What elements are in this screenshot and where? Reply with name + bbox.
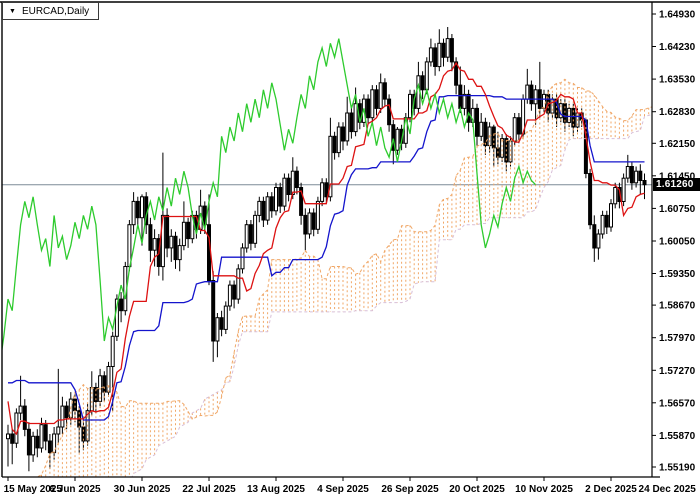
svg-text:2 Dec 2025: 2 Dec 2025 — [585, 484, 637, 495]
svg-text:20 Oct 2025: 20 Oct 2025 — [449, 484, 505, 495]
svg-text:1.57970: 1.57970 — [659, 333, 696, 344]
svg-text:1.60750: 1.60750 — [659, 204, 696, 215]
svg-text:4 Sep 2025: 4 Sep 2025 — [317, 484, 369, 495]
senkou-span-a-line — [36, 78, 652, 477]
svg-text:1.57270: 1.57270 — [659, 366, 696, 377]
senkou-span-b-line — [131, 113, 652, 477]
svg-text:1.55870: 1.55870 — [659, 431, 696, 442]
svg-text:1.55190: 1.55190 — [659, 463, 696, 474]
svg-text:10 Nov 2025: 10 Nov 2025 — [515, 484, 573, 495]
dropdown-triangle-icon: ▼ — [9, 7, 16, 15]
svg-text:26 Sep 2025: 26 Sep 2025 — [381, 484, 439, 495]
svg-text:1.60050: 1.60050 — [659, 237, 696, 248]
svg-text:1.62150: 1.62150 — [659, 139, 696, 150]
kijun-sen-line — [8, 94, 645, 421]
chikou-span-line — [2, 38, 537, 354]
svg-text:1.59350: 1.59350 — [659, 269, 696, 280]
svg-text:1.64930: 1.64930 — [659, 10, 696, 21]
bear-candles — [10, 38, 647, 456]
svg-text:1.56570: 1.56570 — [659, 398, 696, 409]
svg-text:30 Jun 2025: 30 Jun 2025 — [114, 484, 171, 495]
svg-text:1.63530: 1.63530 — [659, 75, 696, 86]
svg-text:22 Jul 2025: 22 Jul 2025 — [182, 484, 236, 495]
svg-text:1.62830: 1.62830 — [659, 107, 696, 118]
axis-ticks — [7, 13, 656, 481]
symbol-label: EURCAD,Daily — [21, 5, 90, 17]
symbol-selector[interactable]: ▼ EURCAD,Daily — [2, 2, 100, 20]
svg-text:24 Dec 2025: 24 Dec 2025 — [639, 484, 697, 495]
svg-text:1.58670: 1.58670 — [659, 301, 696, 312]
axis-labels: 1.64930 1.64230 1.63530 1.62830 1.62150 1.614… — [4, 10, 697, 496]
svg-text:15 May 2025: 15 May 2025 — [4, 484, 63, 495]
svg-text:1.61450: 1.61450 — [659, 171, 696, 182]
svg-text:6 Jun 2025: 6 Jun 2025 — [49, 484, 101, 495]
kumo-cloud-hatch — [36, 79, 650, 477]
plot-area[interactable] — [0, 27, 657, 500]
svg-text:1.64230: 1.64230 — [659, 42, 696, 53]
tenkan-sen-line — [7, 61, 645, 436]
svg-text:13 Aug 2025: 13 Aug 2025 — [247, 484, 305, 495]
current-price-label: 1.61260 — [653, 178, 700, 191]
